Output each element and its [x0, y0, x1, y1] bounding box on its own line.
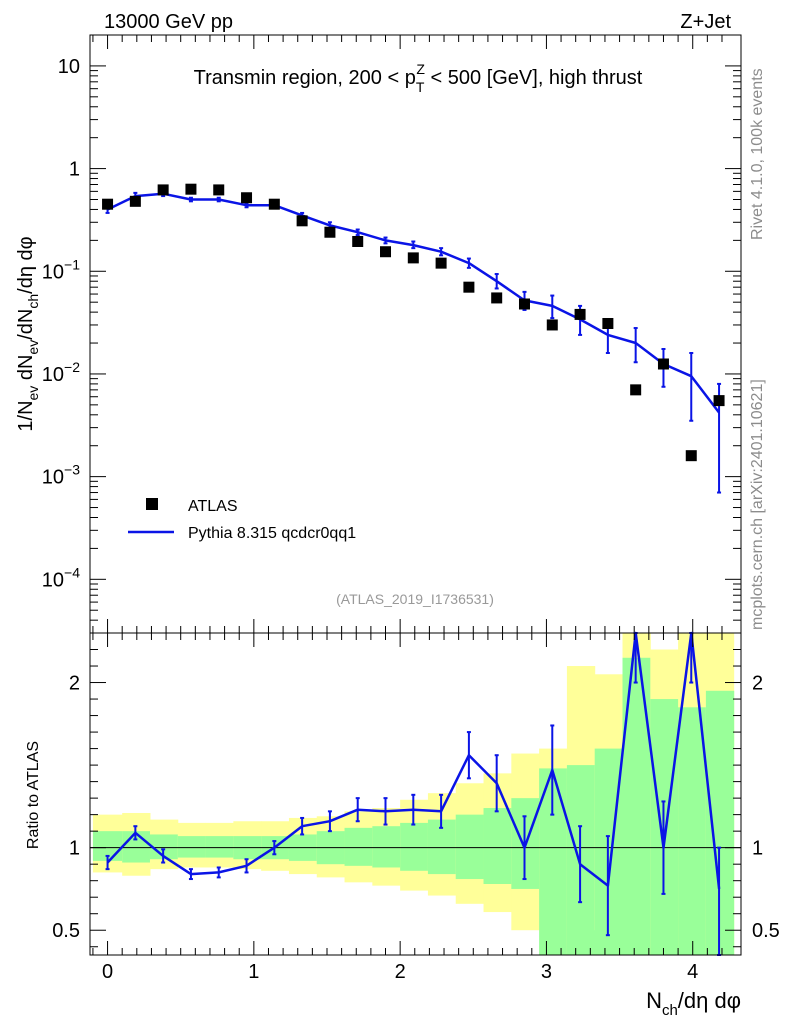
atlas-data-point	[129, 195, 141, 207]
main-y-tick-label: 10−2	[42, 359, 80, 386]
atlas-data-point	[268, 198, 280, 210]
atlas-data-point	[185, 183, 197, 195]
main-plot-marks	[102, 183, 725, 494]
main-y-tick-label: 10−3	[42, 462, 80, 489]
header-left: 13000 GeV pp	[104, 11, 233, 33]
ratio-y-tick-label: 1	[69, 838, 80, 860]
main-plot-frame	[89, 34, 742, 634]
ratio-inner-uncertainty-band	[678, 707, 707, 955]
legend-pythia-label: Pythia 8.315 qcdcr0qq1	[188, 525, 356, 542]
atlas-data-point	[685, 450, 697, 462]
atlas-data-point	[324, 226, 336, 238]
ratio-x-tick-label: 1	[248, 961, 259, 983]
ratio-inner-uncertainty-band	[177, 836, 207, 858]
atlas-data-point	[518, 298, 530, 310]
atlas-data-point	[102, 198, 114, 210]
atlas-data-point	[380, 246, 392, 258]
ratio-inner-uncertainty-band	[455, 814, 485, 880]
ratio-plot-axes: 0.5 0.5 1 1 2 2 0 1 2 3 4	[52, 633, 780, 983]
atlas-data-point	[352, 235, 364, 247]
ratio-y-tick-label-right: 2	[752, 673, 763, 695]
header-right: Z+Jet	[680, 11, 731, 33]
ratio-y-tick-label: 2	[69, 673, 80, 695]
main-y-tick-label: 10	[58, 56, 80, 78]
atlas-data-point	[157, 184, 169, 196]
main-y-axis-label: 1/Nev dNev/dNch/dη dφ	[15, 236, 41, 431]
main-y-tick-label: 10−4	[42, 564, 80, 591]
main-y-tick-label: 1	[69, 159, 80, 181]
atlas-data-point	[713, 395, 725, 407]
main-plot-title: Transmin region, 200 < pTZ < 500 [GeV], …	[194, 61, 643, 95]
ratio-inner-uncertainty-band	[205, 836, 234, 858]
side-label-bottom: mcplots.cern.ch [arXiv:2401.10621]	[749, 379, 766, 630]
atlas-data-point	[657, 358, 669, 370]
main-y-tick-label: 10−1	[42, 256, 80, 283]
ratio-plot-marks	[90, 631, 741, 956]
atlas-data-point	[463, 281, 475, 293]
atlas-data-point	[241, 192, 253, 204]
ratio-inner-uncertainty-band	[622, 657, 651, 955]
atlas-data-point	[491, 292, 503, 304]
ratio-x-tick-label: 2	[395, 961, 406, 983]
ratio-x-tick-label: 4	[687, 961, 698, 983]
atlas-data-point	[546, 319, 558, 331]
ratio-y-tick-label-right: 0.5	[752, 920, 780, 942]
ratio-y-tick-label: 0.5	[52, 920, 80, 942]
ratio-inner-uncertainty-band	[372, 826, 401, 868]
atlas-data-point	[407, 252, 419, 264]
atlas-data-point	[213, 184, 225, 196]
ratio-x-tick-label: 3	[541, 961, 552, 983]
atlas-data-point	[602, 317, 614, 329]
ratio-inner-uncertainty-band	[344, 827, 373, 866]
ratio-plot-panel: 0.5 0.5 1 1 2 2 0 1 2 3 4 Ratio to ATLAS Nch/dη dφ	[25, 631, 780, 1019]
atlas-data-point	[435, 257, 447, 269]
ratio-y-tick-label-right: 1	[752, 838, 763, 860]
legend-atlas-marker	[146, 498, 158, 510]
atlas-data-point	[574, 308, 586, 320]
ratio-x-tick-label: 0	[102, 961, 113, 983]
ratio-plot-frame	[89, 632, 742, 956]
x-axis-label: Nch/dη dφ	[646, 988, 741, 1019]
main-plot-panel: 10 1 10−1 10−2 10−3 10−4 Transmin region, 200…	[15, 34, 742, 634]
analysis-watermark: (ATLAS_2019_I1736531)	[336, 591, 494, 607]
pythia-line	[107, 192, 721, 414]
ratio-inner-uncertainty-band	[483, 808, 512, 884]
atlas-data-point	[630, 384, 642, 396]
atlas-data-point	[296, 215, 308, 227]
ratio-inner-uncertainty-band	[400, 822, 429, 871]
main-plot-axes: 10 1 10−1 10−2 10−3 10−4	[42, 34, 741, 634]
legend: ATLAS Pythia 8.315 qcdcr0qq1	[128, 498, 356, 542]
ratio-y-axis-label: Ratio to ATLAS	[25, 741, 42, 849]
legend-atlas-label: ATLAS	[188, 498, 238, 515]
side-label-top: Rivet 4.1.0, 100k events	[749, 68, 766, 240]
